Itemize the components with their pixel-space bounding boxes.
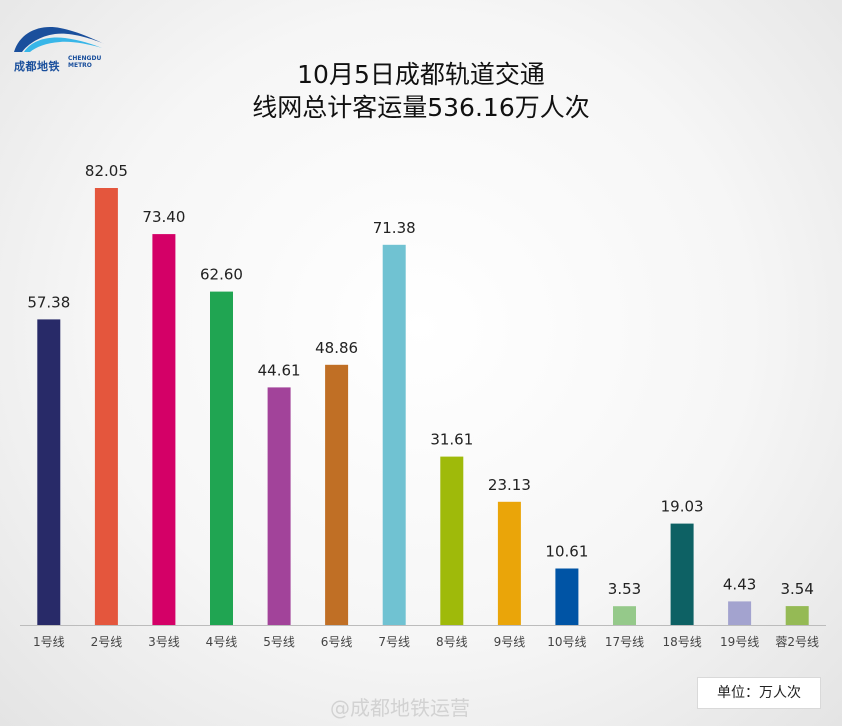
bar-13	[785, 606, 809, 625]
bar-2	[152, 234, 176, 625]
x-tick-label-7: 8号线	[436, 635, 468, 649]
x-tick-label-1: 2号线	[91, 635, 123, 649]
data-label-12: 4.43	[723, 575, 756, 593]
data-label-6: 71.38	[373, 219, 416, 237]
bar-3	[210, 291, 233, 625]
bar-8	[497, 501, 521, 625]
data-label-8: 23.13	[488, 476, 531, 494]
data-label-0: 57.38	[27, 293, 70, 311]
logo-text-en: CHENGDU METRO	[68, 55, 102, 69]
data-label-1: 82.05	[85, 162, 128, 180]
data-label-5: 48.86	[315, 339, 358, 357]
data-label-10: 3.53	[608, 580, 641, 598]
x-tick-label-0: 1号线	[33, 635, 65, 649]
data-label-4: 44.61	[258, 361, 301, 379]
x-tick-label-4: 5号线	[263, 635, 295, 649]
watermark: @成都地铁运营	[330, 696, 470, 720]
x-tick-label-11: 18号线	[662, 635, 701, 649]
bar-10	[613, 606, 636, 625]
data-label-9: 10.61	[545, 543, 588, 561]
metro-logo: 成都地铁 CHENGDU METRO	[10, 22, 110, 74]
metro-logo-icon	[14, 27, 105, 52]
x-tick-label-3: 4号线	[206, 635, 238, 649]
bar-4	[267, 387, 291, 625]
bar-5	[325, 364, 349, 625]
x-tick-label-13: 蓉2号线	[775, 635, 819, 649]
x-tick-label-12: 19号线	[720, 635, 759, 649]
data-label-2: 73.40	[142, 208, 185, 226]
chart-title: 10月5日成都轨道交通	[297, 60, 545, 89]
bar-11	[670, 523, 694, 625]
logo-text-cn: 成都地铁	[14, 60, 60, 73]
chart-subtitle: 线网总计客运量536.16万人次	[252, 93, 590, 122]
bar-7	[440, 456, 464, 625]
x-tick-label-9: 10号线	[547, 635, 586, 649]
x-tick-label-2: 3号线	[148, 635, 180, 649]
x-tick-label-10: 17号线	[605, 635, 644, 649]
bar-12	[728, 601, 752, 625]
x-tick-label-5: 6号线	[321, 635, 353, 649]
data-label-3: 62.60	[200, 266, 243, 284]
bar-1	[94, 188, 118, 625]
x-tick-label-6: 7号线	[378, 635, 410, 649]
data-label-13: 3.54	[780, 580, 813, 598]
x-tick-label-8: 9号线	[494, 635, 526, 649]
data-label-7: 31.61	[430, 431, 473, 449]
chart-title-block: 10月5日成都轨道交通 线网总计客运量536.16万人次	[0, 58, 842, 124]
bar-0	[37, 319, 61, 625]
data-label-11: 19.03	[661, 498, 704, 516]
bar-6	[382, 244, 406, 626]
bar-9	[555, 568, 579, 625]
unit-label: 单位：万人次	[697, 677, 821, 709]
